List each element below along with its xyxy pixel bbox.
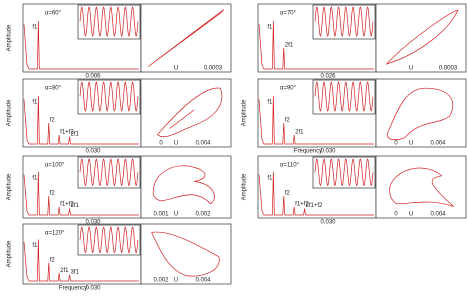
phase-box [140, 223, 232, 285]
phase-box [140, 78, 232, 148]
phase-label: U [174, 66, 178, 72]
time-trace [79, 226, 139, 254]
spectrum [23, 171, 139, 216]
alpha-label: α=70° [280, 11, 297, 17]
time-trace [314, 6, 374, 37]
peak-label: f2 [285, 118, 291, 124]
peak-label: 2f1 [71, 203, 80, 209]
freq-tick: 0.006 [85, 74, 101, 80]
phase-tick: 0 [394, 212, 398, 218]
phase-box [375, 3, 467, 73]
freq-tick: 0.026 [320, 74, 336, 80]
peak-label: f1+f2 [60, 130, 74, 136]
peak-label: f1+f2 [295, 201, 309, 207]
phase-portrait [157, 87, 223, 138]
phase-tick: 0 [394, 141, 398, 147]
alpha-label: α=60° [45, 11, 62, 17]
y-label: Amplitude [7, 24, 13, 51]
peak-label: 2f1 [71, 131, 80, 137]
y-label: Amplitude [7, 99, 13, 126]
phase-label: U [409, 141, 413, 147]
time-trace [79, 81, 139, 112]
alpha-label: α=110° [280, 163, 300, 169]
phase-label: U [409, 66, 413, 72]
phase-portrait [385, 9, 459, 65]
alpha-label: α=80° [45, 86, 62, 92]
peak-label: f2 [50, 257, 56, 263]
spectrum [23, 239, 139, 282]
peak-label: f2 [285, 191, 291, 197]
peak-label: 2f1 [285, 43, 294, 49]
freq-tick: 0.030 [85, 220, 101, 226]
phase-label: U [409, 212, 413, 218]
phase-tick: 0.004 [195, 278, 211, 284]
y-label: Amplitude [242, 173, 248, 200]
phase-tick: 0.002 [195, 212, 211, 218]
y-label: Amplitude [242, 99, 248, 126]
phase-box [140, 155, 232, 219]
spectrum [23, 20, 139, 70]
freq-tick: 0.030 [85, 149, 101, 155]
spectrum [258, 95, 374, 145]
phase-box [375, 78, 467, 148]
peak-label: f1 [32, 175, 38, 181]
phase-tick: 0.001 [153, 212, 169, 218]
peak-label: f1 [267, 25, 273, 31]
freq-tick: 0.030 [85, 286, 101, 292]
peak-label: 3f1 [71, 269, 80, 275]
freq-tick: 0.030 [320, 149, 336, 155]
alpha-label: α=90° [280, 86, 297, 92]
time-trace [314, 158, 374, 187]
peak-label: f2 [50, 191, 56, 197]
y-label: Amplitude [7, 173, 13, 200]
phase-label: U [174, 278, 178, 284]
phase-portrait [152, 165, 215, 205]
phase-tick: 0.004 [195, 141, 211, 147]
phase-label: U [174, 212, 178, 218]
phase-portrait [151, 231, 220, 277]
spectrum [23, 95, 139, 145]
time-trace [79, 6, 139, 37]
peak-label: f1 [32, 25, 38, 31]
alpha-label: α=100° [45, 163, 65, 169]
time-trace [314, 81, 374, 112]
phase-box [375, 155, 467, 219]
peak-label: f1 [32, 100, 38, 106]
spectrum [258, 20, 374, 70]
phase-portrait [389, 167, 455, 207]
phase-tick: 0.004 [430, 212, 446, 218]
phase-tick: 0.0003 [439, 66, 458, 72]
peak-label: f1 [267, 175, 273, 181]
phase-tick: 0.002 [153, 278, 169, 284]
peak-label: 2f1 [60, 268, 69, 274]
peak-label: f1+f2 [60, 201, 74, 207]
x-label: Frequency [59, 286, 87, 292]
phase-label: U [174, 141, 178, 147]
peak-label: f1 [267, 100, 273, 106]
phase-tick: 0 [159, 141, 163, 147]
peak-label: f2 [50, 118, 56, 124]
phase-tick: 0.004 [430, 141, 446, 147]
spectrum [258, 171, 374, 216]
alpha-label: α=120° [45, 231, 65, 237]
phase-tick: 0.0003 [204, 66, 223, 72]
peak-label: 2f1+f2 [306, 203, 324, 209]
time-trace [79, 158, 139, 187]
peak-label: f1 [32, 243, 38, 249]
phase-portrait [387, 87, 454, 141]
peak-label: 2f1 [295, 130, 304, 136]
freq-tick: 0.030 [320, 220, 336, 226]
phase-portrait [148, 9, 224, 67]
x-label: Frequency [294, 149, 322, 155]
y-label: Amplitude [7, 240, 13, 267]
